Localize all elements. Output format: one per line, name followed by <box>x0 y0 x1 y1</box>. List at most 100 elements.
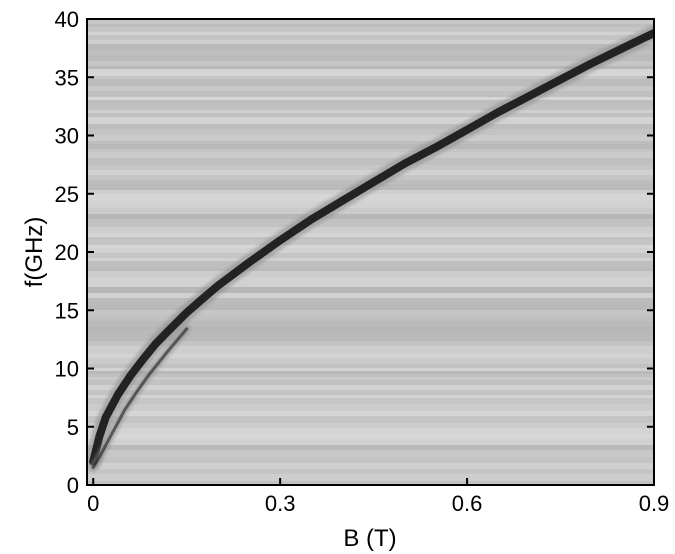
noise-stripe <box>87 35 654 40</box>
resonance-lines <box>87 25 654 472</box>
noise-stripe <box>87 271 654 277</box>
noise-stripe <box>87 208 654 214</box>
noise-stripe <box>87 97 654 100</box>
noise-stripe <box>87 398 654 404</box>
noise-stripe <box>87 237 654 240</box>
noise-stripe <box>87 61 654 66</box>
noise-stripes <box>87 19 654 485</box>
noise-stripe <box>87 330 654 336</box>
noise-stripe <box>87 371 654 374</box>
noise-stripe <box>87 120 654 124</box>
noise-stripe <box>87 364 654 368</box>
y-tick-label: 15 <box>55 298 79 323</box>
noise-stripe <box>87 110 654 113</box>
x-axis-title: B (T) <box>343 525 396 552</box>
noise-stripe <box>87 428 654 434</box>
noise-stripe <box>87 158 654 165</box>
noise-stripe <box>87 129 654 135</box>
noise-stripe <box>87 50 654 55</box>
noise-stripe <box>87 253 654 258</box>
noise-stripe <box>87 32 654 35</box>
noise-stripe <box>87 341 654 346</box>
noise-stripe <box>87 439 654 445</box>
y-tick-label: 40 <box>55 7 79 32</box>
series-line <box>91 327 189 469</box>
noise-stripe <box>87 317 654 321</box>
noise-stripe <box>87 354 654 358</box>
noise-stripe <box>87 314 654 317</box>
y-tick-label: 0 <box>67 473 79 498</box>
noise-stripe <box>87 445 654 450</box>
noise-stripe <box>87 481 654 484</box>
y-tick-label: 5 <box>67 415 79 440</box>
noise-stripe <box>87 261 654 268</box>
noise-stripe <box>87 310 654 314</box>
noise-stripe <box>87 245 654 248</box>
noise-stripe <box>87 377 654 380</box>
noise-stripe <box>87 76 654 79</box>
noise-stripe <box>87 434 654 439</box>
noise-stripe <box>87 194 654 201</box>
noise-stripe <box>87 214 654 219</box>
noise-stripe <box>87 44 654 50</box>
noise-stripe <box>87 165 654 170</box>
noise-stripe <box>87 457 654 463</box>
noise-stripe <box>87 374 654 377</box>
noise-stripe <box>87 336 654 341</box>
y-axis: 0 5 10 15 20 25 30 35 40 <box>55 7 654 498</box>
x-tick-label: 0.3 <box>265 491 296 516</box>
noise-stripe <box>87 24 654 27</box>
noise-stripe <box>87 327 654 330</box>
noise-stripe <box>87 298 654 305</box>
y-axis-title: f(GHz) <box>21 217 48 288</box>
noise-stripe <box>87 321 654 327</box>
noise-stripe <box>87 248 654 253</box>
noise-stripe <box>87 149 654 152</box>
noise-stripe <box>87 287 654 290</box>
noise-stripe <box>87 170 654 175</box>
noise-stripe <box>87 423 654 428</box>
y-tick-label: 35 <box>55 65 79 90</box>
noise-stripe <box>87 66 654 69</box>
x-tick-label: 0.9 <box>639 491 670 516</box>
noise-stripe <box>87 268 654 271</box>
noise-stripe <box>87 105 654 110</box>
noise-stripe <box>87 100 654 105</box>
x-axis: 0 0.3 0.6 0.9 <box>87 478 669 516</box>
noise-stripe <box>87 290 654 293</box>
noise-stripe <box>87 358 654 364</box>
y-tick-label: 10 <box>55 357 79 382</box>
noise-stripe <box>87 380 654 385</box>
noise-stripe <box>87 411 654 416</box>
noise-stripe <box>87 19 654 24</box>
noise-stripe <box>87 293 654 298</box>
noise-stripe <box>87 240 654 245</box>
noise-stripe <box>87 227 654 233</box>
y-tick-label: 20 <box>55 240 79 265</box>
noise-stripe <box>87 124 654 129</box>
noise-stripe <box>87 385 654 390</box>
noise-stripe <box>87 346 654 349</box>
noise-stripe <box>87 201 654 208</box>
noise-stripe <box>87 474 654 481</box>
noise-stripe <box>87 135 654 141</box>
noise-stripe <box>87 450 654 457</box>
noise-stripe <box>87 395 654 398</box>
noise-stripe <box>87 144 654 149</box>
noise-stripe <box>87 463 654 469</box>
noise-stripe <box>87 368 654 371</box>
noise-stripe <box>87 69 654 76</box>
noise-stripe <box>87 258 654 261</box>
y-tick-label: 30 <box>55 124 79 149</box>
noise-stripe <box>87 390 654 395</box>
noise-stripe <box>87 86 654 91</box>
noise-stripe <box>87 117 654 120</box>
x-tick-label: 0 <box>87 491 99 516</box>
noise-stripe <box>87 283 654 287</box>
noise-stripe <box>87 404 654 411</box>
noise-stripe <box>87 305 654 310</box>
noise-stripe <box>87 469 654 474</box>
y-tick-label: 25 <box>55 182 79 207</box>
noise-stripe <box>87 277 654 283</box>
